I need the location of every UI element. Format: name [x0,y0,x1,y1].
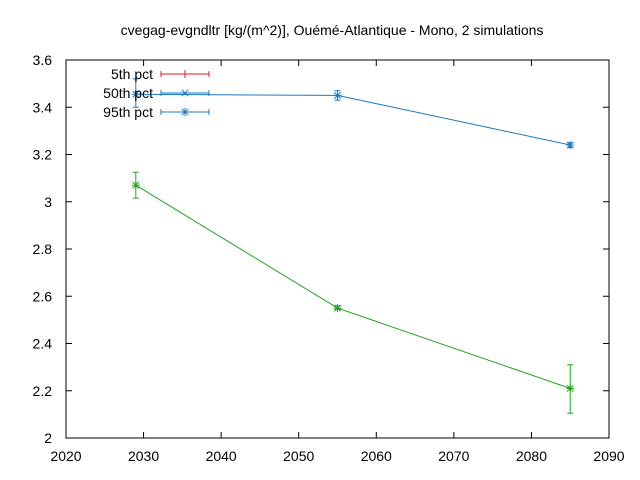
x-tick-label: 2060 [361,448,392,464]
x-tick-label: 2090 [593,448,624,464]
y-tick-label: 2.2 [33,383,53,399]
legend-marker-d2 [181,89,189,97]
y-tick-label: 2 [44,430,52,446]
y-tick-label: 3 [44,194,52,210]
data-point-d2 [566,384,574,392]
x-tick-label: 2030 [128,448,159,464]
y-tick-label: 2.6 [33,288,53,304]
y-tick-label: 2.8 [33,241,53,257]
x-tick-label: 2070 [438,448,469,464]
data-point-d2 [566,141,574,149]
series-layer [131,78,575,414]
series-line [135,93,571,146]
legend-label: 50th pct [103,85,153,101]
legend-marker-d2 [181,108,189,116]
y-tick-label: 3.6 [33,52,53,68]
y-tick-label: 3.2 [33,147,53,163]
x-tick-label: 2080 [516,448,547,464]
series-1 [131,171,575,414]
series-line [135,184,571,389]
data-point-d2 [132,181,140,189]
data-point-d2 [333,91,342,99]
series-0 [131,78,575,150]
chart-title: cvegag-evgndltr [kg/(m^2)], Ouémé-Atlant… [121,22,544,38]
x-tick-label: 2040 [206,448,237,464]
legend-label: 95th pct [103,104,153,120]
y-tick-label: 2.4 [33,336,53,352]
x-tick-label: 2050 [283,448,314,464]
axes: 2020 2030 2040 2050 2060 2070 2080 2090 2 2.2 2.4 2… [33,52,625,464]
x-tick-label: 2020 [50,448,81,464]
legend-label: 5th pct [111,66,153,82]
data-point-d2 [132,90,140,98]
legend: 5th pct 50th pct 95th pct [103,66,210,120]
data-point-d2 [333,304,342,312]
y-tick-label: 3.4 [33,99,53,115]
